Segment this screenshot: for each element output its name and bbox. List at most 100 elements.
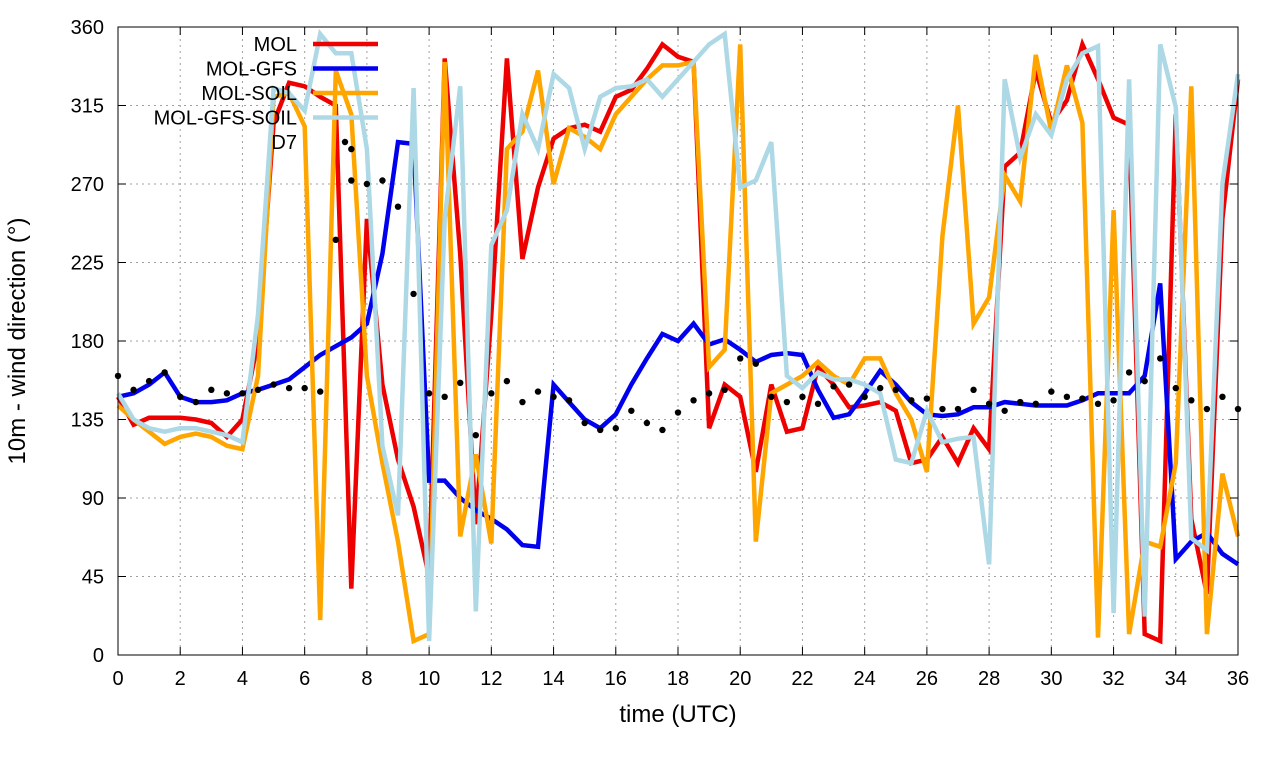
d7-point bbox=[425, 390, 433, 397]
d7-point bbox=[705, 390, 713, 397]
x-tick-label: 10 bbox=[418, 668, 440, 690]
d7-point bbox=[1203, 405, 1211, 413]
x-tick-label: 16 bbox=[605, 668, 627, 690]
x-tick-label: 14 bbox=[542, 668, 564, 690]
d7-point bbox=[877, 384, 884, 392]
axis-ticks bbox=[117, 26, 1239, 656]
y-tick-label: 45 bbox=[82, 567, 104, 589]
d7-point bbox=[1141, 377, 1148, 385]
x-tick-label: 2 bbox=[175, 668, 186, 690]
y-tick-label: 225 bbox=[71, 253, 104, 275]
d7-point bbox=[1125, 369, 1133, 376]
d7-point bbox=[799, 393, 806, 401]
d7-point bbox=[768, 393, 775, 401]
x-tick-label: 32 bbox=[1102, 668, 1124, 690]
d7-point bbox=[348, 145, 355, 153]
d7-point bbox=[441, 393, 448, 401]
x-tick-label: 6 bbox=[299, 668, 310, 690]
d7-point bbox=[1048, 388, 1055, 395]
d7-point bbox=[845, 381, 853, 388]
d7-point bbox=[503, 377, 511, 385]
d7-point bbox=[939, 405, 946, 413]
legend-label-d7: D7 bbox=[271, 132, 297, 154]
d7-point bbox=[923, 395, 931, 402]
y-tick-label: 0 bbox=[93, 645, 104, 667]
d7-point bbox=[1157, 355, 1164, 362]
y-tick-label: 135 bbox=[71, 410, 104, 432]
mol-gfs-line bbox=[117, 139, 1240, 567]
legend-label-mol-soil: MOL-SOIL bbox=[201, 83, 297, 105]
d7-point bbox=[1094, 400, 1102, 407]
d7-point bbox=[208, 386, 215, 394]
d7-point bbox=[659, 426, 666, 434]
x-tick-label: 0 bbox=[112, 668, 123, 690]
d7-point bbox=[177, 393, 184, 401]
x-tick-label: 24 bbox=[854, 668, 876, 690]
legend-label-mol-gfs-soil: MOL-GFS-SOIL bbox=[154, 108, 297, 130]
d7-point bbox=[223, 390, 231, 397]
d7-point bbox=[954, 405, 962, 413]
series-lines bbox=[114, 28, 1242, 645]
x-tick-label: 8 bbox=[361, 668, 372, 690]
d7-point bbox=[783, 398, 791, 406]
d7-point bbox=[285, 384, 293, 392]
x-tick-label: 22 bbox=[791, 668, 813, 690]
x-tick-label: 4 bbox=[237, 668, 248, 690]
d7-point bbox=[534, 388, 542, 395]
d7-point bbox=[270, 381, 277, 388]
d7-point bbox=[1001, 407, 1008, 414]
d7-point bbox=[332, 236, 339, 244]
d7-point bbox=[908, 397, 915, 404]
d7-point bbox=[410, 290, 417, 298]
d7-point bbox=[1063, 393, 1071, 401]
tick-labels: 0 2 4 6 8 10 12 14 16 18 20 22 24 26 28 30 32 34 360459013… bbox=[71, 17, 1250, 690]
x-tick-label: 30 bbox=[1040, 668, 1062, 690]
d7-point bbox=[752, 360, 759, 367]
mol-gfs-soil-line bbox=[116, 28, 1241, 642]
x-tick-label: 20 bbox=[729, 668, 751, 690]
legend-label-mol-gfs: MOL-GFS bbox=[206, 59, 297, 81]
x-tick-label: 36 bbox=[1227, 668, 1249, 690]
d7-point bbox=[519, 398, 526, 406]
x-tick-label: 26 bbox=[916, 668, 938, 690]
d7-point bbox=[488, 390, 495, 397]
d7-point bbox=[379, 177, 386, 184]
d7-point bbox=[612, 425, 619, 432]
d7-point bbox=[161, 369, 168, 376]
d7-point bbox=[254, 386, 262, 394]
d7-point bbox=[1172, 384, 1179, 392]
d7-point bbox=[628, 407, 635, 414]
y-axis-title: 10m - wind direction (°) bbox=[4, 217, 31, 464]
d7-point bbox=[130, 386, 137, 394]
d7-point bbox=[1079, 395, 1086, 402]
d7-point bbox=[861, 393, 868, 401]
d7-point bbox=[317, 388, 324, 395]
d7-point bbox=[363, 180, 371, 188]
d7-point bbox=[1017, 398, 1024, 406]
d7-point bbox=[643, 419, 651, 427]
d7-point bbox=[581, 419, 588, 427]
y-tick-label: 315 bbox=[71, 96, 104, 118]
y-tick-label: 270 bbox=[71, 174, 104, 196]
d7-point bbox=[721, 386, 728, 394]
d7-point bbox=[192, 398, 199, 406]
d7-point bbox=[472, 432, 479, 439]
d7-point bbox=[892, 386, 899, 394]
y-tick-label: 180 bbox=[71, 331, 104, 353]
d7-point bbox=[1032, 400, 1039, 407]
d7-point bbox=[970, 386, 977, 394]
d7-point bbox=[145, 377, 153, 385]
y-tick-label: 90 bbox=[82, 488, 104, 510]
d7-point bbox=[1219, 393, 1226, 401]
d7-point bbox=[597, 426, 604, 434]
d7-point bbox=[985, 400, 993, 407]
d7-point bbox=[737, 355, 744, 362]
x-axis-title: time (UTC) bbox=[619, 701, 736, 728]
d7-point bbox=[565, 397, 573, 404]
d7-point bbox=[1110, 397, 1117, 404]
d7-point bbox=[348, 177, 355, 184]
x-tick-label: 28 bbox=[978, 668, 1000, 690]
d7-point bbox=[830, 383, 837, 390]
